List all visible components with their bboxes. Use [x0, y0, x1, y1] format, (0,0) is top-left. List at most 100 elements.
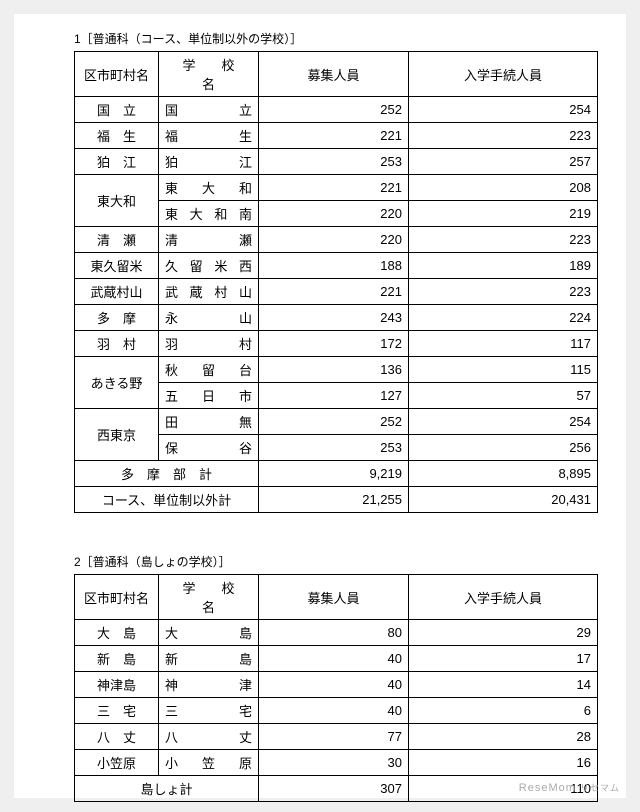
cell-enroll: 17: [409, 646, 598, 672]
cell-recruit: 220: [259, 227, 409, 253]
hdr-school: 学 校 名: [159, 52, 259, 97]
cell-school: 永 山: [159, 305, 259, 331]
cell-recruit: 188: [259, 253, 409, 279]
cell-recruit: 172: [259, 331, 409, 357]
cell-school: 東 大 和: [159, 175, 259, 201]
cell-enroll: 257: [409, 149, 598, 175]
cell-city: 狛 江: [75, 149, 159, 175]
table-1-header: 区市町村名 学 校 名 募集人員 入学手続人員: [75, 52, 598, 97]
cell-enroll: 208: [409, 175, 598, 201]
cell-enroll: 28: [409, 724, 598, 750]
cell-recruit: 136: [259, 357, 409, 383]
cell-enroll: 57: [409, 383, 598, 409]
hdr-enroll: 入学手続人員: [409, 52, 598, 97]
page-container: 1［普通科（コース、単位制以外の学校）］ 区市町村名 学 校 名 募集人員 入学…: [14, 14, 626, 798]
cell-enroll: 117: [409, 331, 598, 357]
subtotal-enroll: 8,895: [409, 461, 598, 487]
cell-recruit: 221: [259, 123, 409, 149]
subtotal-label: 多 摩 部 計: [75, 461, 259, 487]
cell-recruit: 127: [259, 383, 409, 409]
cell-city: あきる野: [75, 357, 159, 409]
cell-recruit: 221: [259, 175, 409, 201]
table-row: 清 瀬清 瀬220223: [75, 227, 598, 253]
cell-recruit: 221: [259, 279, 409, 305]
subtotal-enroll: 20,431: [409, 487, 598, 513]
hdr-recruit: 募集人員: [259, 575, 409, 620]
cell-recruit: 243: [259, 305, 409, 331]
table-row: 福 生福 生221223: [75, 123, 598, 149]
table-1: 区市町村名 学 校 名 募集人員 入学手続人員 国 立国 立252254福 生福…: [74, 51, 598, 513]
table-row: 八 丈八 丈7728: [75, 724, 598, 750]
cell-enroll: 16: [409, 750, 598, 776]
table-row: 西東京田 無252254: [75, 409, 598, 435]
subtotal-recruit: 307: [259, 776, 409, 802]
cell-city: 東久留米: [75, 253, 159, 279]
cell-school: 三 宅: [159, 698, 259, 724]
cell-recruit: 77: [259, 724, 409, 750]
cell-enroll: 223: [409, 123, 598, 149]
cell-enroll: 14: [409, 672, 598, 698]
cell-enroll: 254: [409, 409, 598, 435]
cell-recruit: 252: [259, 409, 409, 435]
cell-school: 五 日 市: [159, 383, 259, 409]
subtotal-label: コース、単位制以外計: [75, 487, 259, 513]
cell-enroll: 115: [409, 357, 598, 383]
section1-title: 1［普通科（コース、単位制以外の学校）］: [74, 30, 598, 47]
cell-city: 武蔵村山: [75, 279, 159, 305]
cell-recruit: 40: [259, 698, 409, 724]
cell-school: 新 島: [159, 646, 259, 672]
table-row: 三 宅三 宅406: [75, 698, 598, 724]
cell-recruit: 252: [259, 97, 409, 123]
table-row: 羽 村羽 村172117: [75, 331, 598, 357]
cell-recruit: 220: [259, 201, 409, 227]
cell-recruit: 253: [259, 435, 409, 461]
cell-city: 多 摩: [75, 305, 159, 331]
cell-school: 神 津: [159, 672, 259, 698]
table-2: 区市町村名 学 校 名 募集人員 入学手続人員 大 島大 島8029新 島新 島…: [74, 574, 598, 802]
hdr-city: 区市町村名: [75, 52, 159, 97]
cell-city: 東大和: [75, 175, 159, 227]
hdr-school: 学 校 名: [159, 575, 259, 620]
cell-school: 国 立: [159, 97, 259, 123]
cell-recruit: 253: [259, 149, 409, 175]
table-row: 小笠原小 笠 原3016: [75, 750, 598, 776]
cell-recruit: 40: [259, 646, 409, 672]
subtotal-row: コース、単位制以外計21,25520,431: [75, 487, 598, 513]
cell-school: 八 丈: [159, 724, 259, 750]
table-row: 国 立国 立252254: [75, 97, 598, 123]
table-row: 大 島大 島8029: [75, 620, 598, 646]
cell-school: 小 笠 原: [159, 750, 259, 776]
hdr-recruit: 募集人員: [259, 52, 409, 97]
hdr-city: 区市町村名: [75, 575, 159, 620]
cell-enroll: 254: [409, 97, 598, 123]
cell-city: 新 島: [75, 646, 159, 672]
cell-city: 三 宅: [75, 698, 159, 724]
cell-school: 秋 留 台: [159, 357, 259, 383]
cell-enroll: 6: [409, 698, 598, 724]
cell-city: 国 立: [75, 97, 159, 123]
cell-city: 羽 村: [75, 331, 159, 357]
table-2-header: 区市町村名 学 校 名 募集人員 入学手続人員: [75, 575, 598, 620]
cell-city: 大 島: [75, 620, 159, 646]
table-row: 多 摩永 山243224: [75, 305, 598, 331]
cell-enroll: 223: [409, 227, 598, 253]
table-row: 東久留米久 留 米 西188189: [75, 253, 598, 279]
table-row: 新 島新 島4017: [75, 646, 598, 672]
table-row: 東大和東 大 和221208: [75, 175, 598, 201]
cell-enroll: 223: [409, 279, 598, 305]
table-row: あきる野秋 留 台136115: [75, 357, 598, 383]
cell-school: 武 蔵 村 山: [159, 279, 259, 305]
cell-school: 大 島: [159, 620, 259, 646]
cell-recruit: 80: [259, 620, 409, 646]
cell-school: 狛 江: [159, 149, 259, 175]
watermark-suffix: リセマム: [580, 783, 620, 793]
cell-school: 清 瀬: [159, 227, 259, 253]
cell-enroll: 224: [409, 305, 598, 331]
subtotal-recruit: 21,255: [259, 487, 409, 513]
cell-school: 久 留 米 西: [159, 253, 259, 279]
cell-city: 清 瀬: [75, 227, 159, 253]
watermark: ReseMom リセマム: [519, 781, 620, 794]
table-row: 武蔵村山武 蔵 村 山221223: [75, 279, 598, 305]
section2-title: 2［普通科（島しょの学校）］: [74, 553, 598, 570]
subtotal-label: 島しょ計: [75, 776, 259, 802]
